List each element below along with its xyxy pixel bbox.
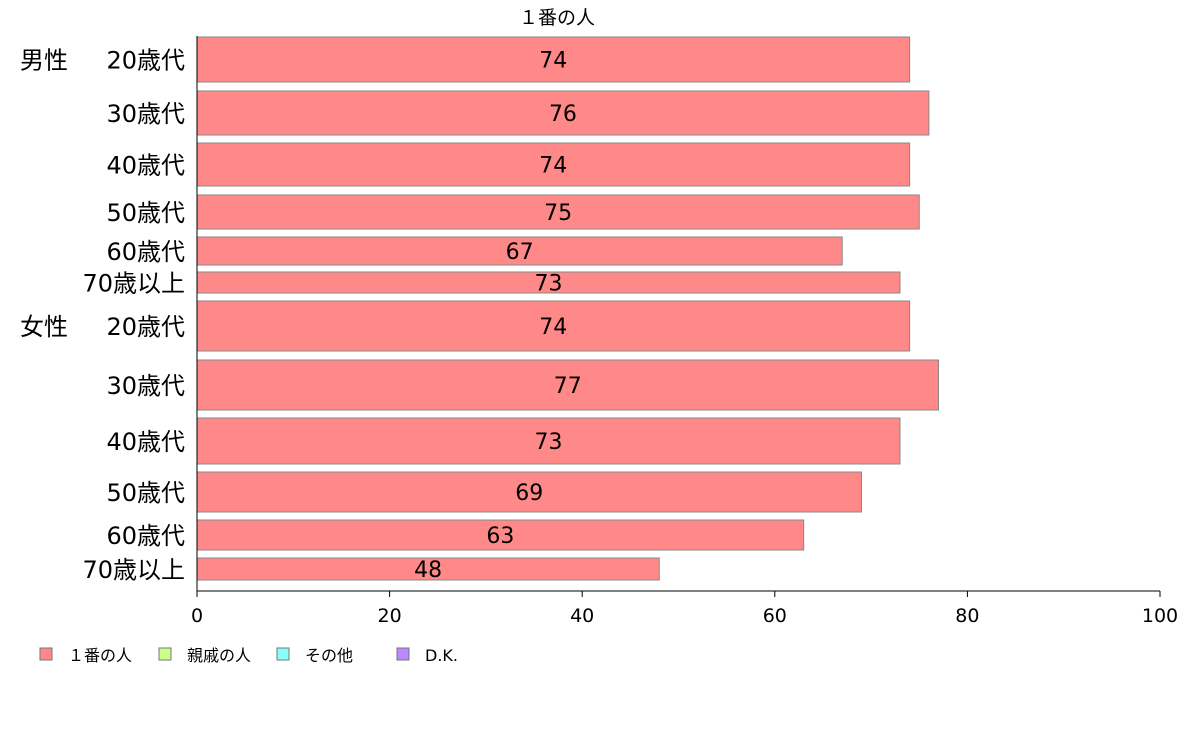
category-label: 40歳代 [106,428,185,456]
x-axis: 0 20 40 60 80 100 [191,36,1178,627]
bar-value-label: 69 [515,481,543,506]
bar-value-label: 76 [549,102,577,127]
bar-2 [196,90,930,136]
x-tick-label: 60 [763,605,787,627]
category-label: 50歳代 [106,479,185,507]
bar-value-label: 74 [539,315,567,340]
category-label: 30歳代 [106,100,185,128]
bar-7 [196,300,911,352]
category-label: 30歳代 [106,372,185,400]
legend-swatch [158,647,172,661]
category-label: 20歳代 [106,47,185,75]
bar-4 [196,194,920,230]
category-label: 70歳以上 [82,270,185,298]
bar-1 [196,36,911,83]
category-label: 60歳代 [106,522,185,550]
category-label: 20歳代 [106,313,185,341]
x-tick-label: 0 [191,605,203,627]
category-label: 50歳代 [106,199,185,227]
bar-value-label: 67 [506,240,534,265]
legend-label: D.K. [425,646,458,665]
bar-value-label: 77 [554,374,582,399]
bar-value-label: 74 [539,49,567,74]
x-tick-label: 20 [378,605,402,627]
bar-value-label: 74 [539,154,567,179]
category-labels: 20歳代男性30歳代40歳代50歳代60歳代70歳以上20歳代女性30歳代40歳… [20,47,185,585]
bar-value-label: 73 [534,272,562,297]
x-tick-label: 40 [570,605,594,627]
chart-title: １番の人 [519,7,595,29]
legend-swatch [276,647,290,661]
category-label: 70歳以上 [82,556,185,584]
category-label: 60歳代 [106,238,185,266]
legend: １番の人 親戚の人 その他 D.K. [39,646,458,665]
bar-8 [196,359,940,411]
legend-swatch [396,647,410,661]
bar-3 [196,142,911,187]
category-label: 40歳代 [106,152,185,180]
legend-swatch [39,647,53,661]
x-tick-label: 80 [955,605,979,627]
bar-value-label: 73 [534,430,562,455]
x-tick-label: 100 [1142,605,1178,627]
bar-value-label: 48 [414,558,442,583]
group-label: 男性 [20,47,68,75]
bar-value-label: 75 [544,201,572,226]
legend-label: 親戚の人 [187,646,251,665]
legend-label: その他 [305,646,353,665]
bar-value-label: 63 [486,524,514,549]
bar-5 [196,236,843,266]
legend-label: １番の人 [68,646,132,665]
group-label: 女性 [20,313,68,341]
